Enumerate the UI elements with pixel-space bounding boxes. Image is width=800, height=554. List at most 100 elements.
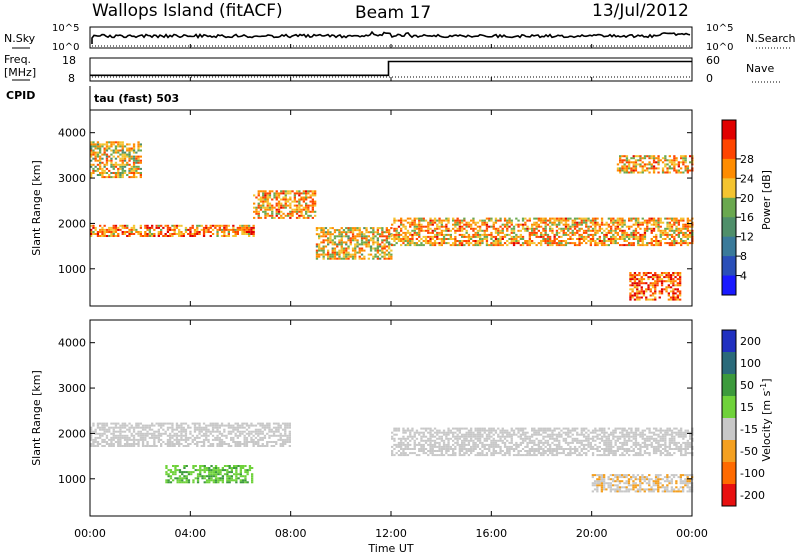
power-cell <box>241 228 244 231</box>
velocity-cell <box>544 450 547 452</box>
power-cell <box>666 225 669 228</box>
velocity-cell <box>661 439 665 442</box>
power-cell <box>92 149 95 152</box>
power-cell <box>429 231 432 234</box>
velocity-cell <box>673 443 676 446</box>
power-cell <box>123 169 127 172</box>
velocity-cell <box>603 480 606 483</box>
power-cell <box>307 204 310 207</box>
power-cell <box>675 242 678 245</box>
power-cell <box>689 169 692 172</box>
power-cell <box>132 161 136 164</box>
velocity-cell <box>130 426 133 429</box>
power-cell <box>99 163 102 166</box>
power-cell <box>202 228 206 231</box>
power-cell <box>632 217 635 220</box>
velocity-cell <box>519 429 522 432</box>
power-cell <box>351 255 355 258</box>
power-cell <box>503 217 507 220</box>
power-cell <box>610 231 613 234</box>
power-cell <box>476 244 480 247</box>
power-cell <box>404 238 407 240</box>
power-cell <box>132 145 136 148</box>
velocity-cell <box>609 478 612 481</box>
velocity-cell <box>166 445 170 447</box>
power-cell <box>531 233 534 236</box>
velocity-cell <box>555 435 559 438</box>
velocity-cell <box>187 443 190 445</box>
power-cell <box>657 155 660 158</box>
power-cell <box>284 198 287 201</box>
power-cell <box>160 224 163 227</box>
velocity-cell <box>200 434 203 437</box>
power-cell <box>436 219 439 222</box>
velocity-cell <box>232 436 235 439</box>
power-cell <box>248 226 251 229</box>
velocity-cell <box>244 469 247 472</box>
velocity-cell <box>235 477 238 480</box>
power-cell <box>333 257 337 260</box>
power-cell <box>354 245 357 248</box>
power-cell <box>641 223 644 226</box>
power-cell <box>549 235 552 238</box>
power-cell <box>338 235 341 238</box>
power-cell <box>271 204 274 207</box>
power-cell <box>280 204 283 207</box>
power-cell <box>658 278 661 281</box>
velocity-cell <box>490 441 493 444</box>
power-cell <box>257 204 260 207</box>
velocity-cell <box>279 434 282 437</box>
velocity-cell <box>184 430 188 433</box>
velocity-cell <box>263 424 267 427</box>
power-cell <box>372 241 375 244</box>
velocity-cell <box>490 454 493 457</box>
power-cell <box>253 216 256 219</box>
power-cell <box>655 167 658 170</box>
power-cell <box>427 231 430 234</box>
power-cell <box>200 228 203 231</box>
power-cell <box>333 241 337 244</box>
power-cell <box>354 249 357 252</box>
power-cell <box>90 159 93 162</box>
velocity-cell <box>646 448 649 450</box>
power-cell <box>327 253 330 256</box>
velocity-cell <box>174 473 177 476</box>
velocity-cell <box>609 474 612 477</box>
power-cell <box>646 223 649 226</box>
power-cell <box>253 202 256 205</box>
velocity-cell <box>94 432 97 435</box>
velocity-cell <box>625 452 629 455</box>
velocity-cell <box>682 437 685 440</box>
velocity-cell <box>596 448 599 450</box>
velocity-cell <box>119 430 122 433</box>
power-cell <box>628 227 631 230</box>
velocity-cell <box>526 454 529 457</box>
power-cell <box>314 200 317 203</box>
power-cell <box>132 155 136 158</box>
velocity-cell <box>196 473 200 476</box>
velocity-cell <box>281 443 285 445</box>
power-cell <box>454 240 457 242</box>
velocity-cell <box>659 439 662 442</box>
power-cell <box>114 151 118 154</box>
power-cell <box>189 235 192 237</box>
velocity-cell <box>187 445 190 447</box>
velocity-cell <box>664 439 667 442</box>
velocity-cell <box>458 431 461 434</box>
power-cell <box>329 257 332 260</box>
power-cell <box>280 192 283 195</box>
velocity-cell <box>429 437 432 440</box>
power-cell <box>413 225 416 228</box>
power-cell <box>436 235 439 238</box>
power-cell <box>677 227 680 230</box>
velocity-cell <box>422 445 425 448</box>
velocity-cell <box>174 477 177 480</box>
power-cell <box>660 280 664 283</box>
velocity-cell <box>501 441 504 444</box>
power-cell <box>634 159 638 162</box>
power-cell <box>420 229 423 232</box>
velocity-cell <box>648 431 651 434</box>
power-cell <box>360 257 364 260</box>
velocity-cell <box>614 443 617 446</box>
power-cell <box>295 204 299 207</box>
